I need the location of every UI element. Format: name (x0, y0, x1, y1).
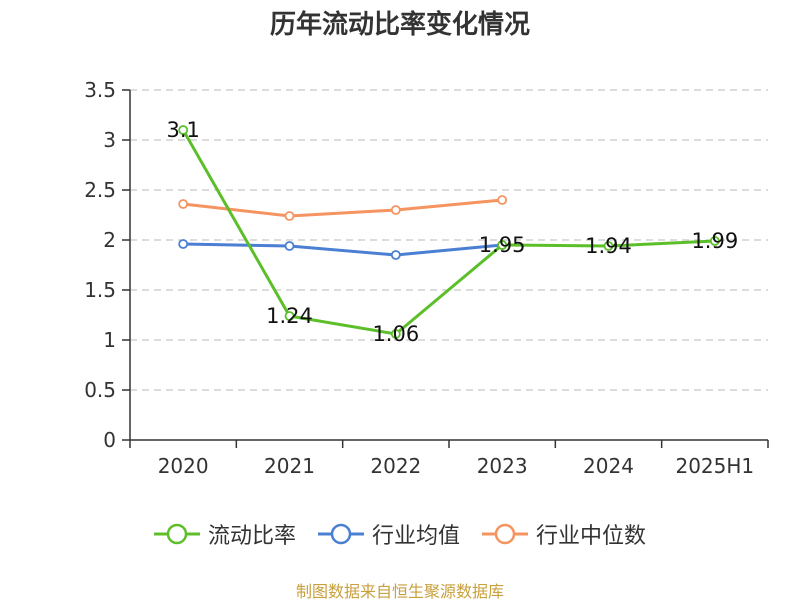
data-point (497, 195, 508, 205)
data-point (284, 311, 295, 321)
legend-label: 流动比率 (207, 524, 296, 549)
x-tick-label: 2022 (370, 454, 421, 478)
grid-lines (130, 89, 768, 391)
data-label: 1.99 (691, 229, 738, 253)
legend-marker-icon (153, 523, 200, 545)
chart-title: 历年流动比率变化情况 (269, 10, 530, 40)
series-line (181, 129, 715, 336)
data-label: 3.1 (166, 118, 199, 142)
axes (122, 89, 769, 448)
y-tick-label: 0.5 (84, 378, 116, 402)
y-tick-label: 2 (103, 228, 116, 252)
data-labels: 3.1 1.24 1.06 1.95 1.94 1.99 (166, 118, 738, 346)
x-tick-label: 2024 (583, 454, 634, 478)
x-tick-label: 2025H1 (675, 454, 754, 478)
series-line (182, 198, 503, 218)
data-point (603, 241, 614, 251)
legend: 流动比率 行业均值 行业中位数 (0, 518, 800, 550)
legend-item-current-ratio[interactable]: 流动比率 (153, 518, 296, 550)
data-point (178, 239, 189, 249)
data-label: 1.95 (479, 233, 526, 257)
data-point (178, 125, 189, 135)
legend-marker-icon (317, 523, 364, 545)
data-point (178, 199, 189, 209)
data-point (390, 329, 401, 339)
legend-item-industry-median[interactable]: 行业中位数 (482, 518, 646, 550)
legend-marker-icon (482, 523, 528, 545)
y-tick-label: 2.5 (84, 178, 116, 202)
data-label: 1.94 (585, 234, 632, 258)
tick-labels: 0 0.5 1 1.5 2 2.5 3 3.5 2020 2021 2022 2023 2024 2025… (84, 78, 754, 478)
series-line (183, 242, 503, 257)
data-point (497, 240, 508, 250)
y-tick-label: 1.5 (84, 278, 116, 302)
x-tick-label: 2021 (264, 454, 315, 478)
legend-item-industry-mean[interactable]: 行业均值 (317, 518, 460, 550)
data-point (709, 236, 720, 246)
y-tick-label: 3.5 (84, 78, 116, 102)
y-tick-label: 0 (103, 428, 116, 452)
legend-label: 行业均值 (371, 524, 460, 549)
x-tick-label: 2023 (477, 454, 528, 478)
data-label: 1.06 (372, 322, 419, 346)
source-note: 制图数据来自恒生聚源数据库 (295, 582, 504, 601)
data-point (284, 241, 295, 251)
data-point (390, 250, 401, 260)
data-label: 1.24 (266, 304, 313, 328)
y-tick-label: 3 (103, 128, 116, 152)
series-lines (178, 125, 720, 339)
x-tick-label: 2020 (158, 454, 209, 478)
data-point (284, 211, 295, 221)
data-point (390, 205, 401, 215)
y-tick-label: 1 (103, 328, 116, 352)
legend-label: 行业中位数 (536, 524, 647, 549)
